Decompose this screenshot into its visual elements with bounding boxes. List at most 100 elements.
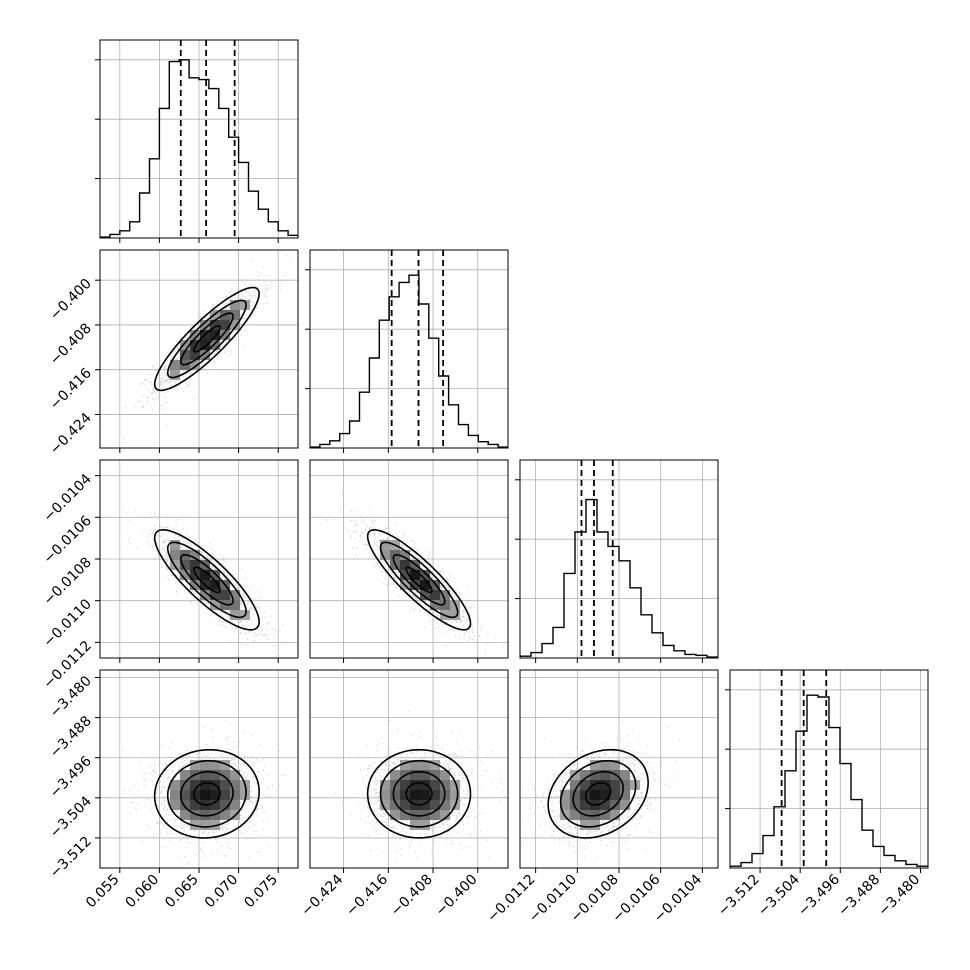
density-cell xyxy=(230,300,240,310)
density-cell xyxy=(200,350,210,360)
x-tick-label: −0.400 xyxy=(433,872,481,920)
contour-3 xyxy=(366,528,472,631)
density-cell xyxy=(230,590,240,600)
density-cell xyxy=(180,810,190,820)
density-cell xyxy=(400,760,410,770)
density-cell xyxy=(620,780,630,790)
density-cell xyxy=(580,770,590,780)
scatter-panel-2-1 xyxy=(309,459,509,663)
density-cell xyxy=(380,800,390,810)
density-cell xyxy=(220,790,230,800)
density-cell xyxy=(590,790,600,800)
density-cell xyxy=(560,790,570,800)
density-cell xyxy=(570,790,580,800)
histogram-panel-1 xyxy=(305,249,509,453)
density-cell xyxy=(190,810,200,820)
scatter-layer xyxy=(326,494,505,658)
panel-frame xyxy=(309,459,509,659)
x-tick-label: −3.496 xyxy=(795,871,843,919)
x-tick-label: −0.416 xyxy=(343,871,391,919)
density-cell xyxy=(170,360,180,370)
scatter-panel-3-1: −0.424−0.416−0.408−0.400 xyxy=(298,669,509,920)
density-cell xyxy=(210,790,220,800)
density-cell xyxy=(190,580,200,590)
density-cell xyxy=(220,800,230,810)
density-cell xyxy=(430,580,440,590)
histogram-panel-0 xyxy=(95,39,299,243)
density-cell xyxy=(600,760,610,770)
contour-1 xyxy=(392,770,446,817)
x-tick-label: −3.504 xyxy=(755,871,803,919)
density-cell xyxy=(560,800,570,810)
density-cell xyxy=(220,770,230,780)
density-cell xyxy=(440,800,450,810)
density-cell xyxy=(180,350,190,360)
density-cell xyxy=(610,810,620,820)
density-cell xyxy=(400,560,410,570)
density-cell xyxy=(180,770,190,780)
x-tick-label: −3.480 xyxy=(875,872,923,920)
density-cell xyxy=(190,340,200,350)
density-cell xyxy=(440,600,450,610)
x-tick-label: 0.055 xyxy=(83,872,123,912)
density-cell xyxy=(180,800,190,810)
scatter-layer xyxy=(123,506,288,653)
contour-1 xyxy=(572,771,624,817)
scatter-points xyxy=(335,710,506,864)
density-cell xyxy=(210,330,220,340)
density-cell xyxy=(580,800,590,810)
scatter-layer xyxy=(335,710,506,864)
density-cell xyxy=(210,570,220,580)
density-cell xyxy=(200,780,210,790)
density-cell xyxy=(580,780,590,790)
density-cell xyxy=(230,310,240,320)
contour-2 xyxy=(166,541,247,619)
density-cell xyxy=(400,800,410,810)
scatter-panel-2-0: −0.0112−0.0110−0.0108−0.0106−0.0104 xyxy=(41,459,299,692)
density-cell xyxy=(430,590,440,600)
density-cell xyxy=(580,820,590,830)
contour-2 xyxy=(559,760,637,828)
contour-3 xyxy=(547,748,649,839)
density-cell xyxy=(190,780,200,790)
density-cell xyxy=(390,770,400,780)
scatter-points xyxy=(123,506,288,653)
density-cell xyxy=(210,340,220,350)
density-cell xyxy=(210,800,220,810)
scatter-panel-1-0: −0.424−0.416−0.408−0.400 xyxy=(47,249,299,458)
density-cell xyxy=(590,770,600,780)
y-tick-label: −3.512 xyxy=(47,833,95,881)
panel-frame xyxy=(309,249,509,449)
y-tick-label: −3.496 xyxy=(47,753,95,801)
histogram-panel-2 xyxy=(515,459,719,663)
density-cell xyxy=(180,560,190,570)
density-cell xyxy=(180,780,190,790)
density-cell xyxy=(200,340,210,350)
density-cell xyxy=(400,550,410,560)
x-tick-label: −0.424 xyxy=(298,871,346,919)
density-cell xyxy=(200,760,210,770)
density-cell xyxy=(170,800,180,810)
density-cell xyxy=(420,820,430,830)
density-cell xyxy=(200,590,210,600)
density-cell xyxy=(620,800,630,810)
contour-3 xyxy=(153,749,260,839)
contour-3 xyxy=(366,748,472,839)
density-cell xyxy=(390,790,400,800)
density-cell xyxy=(380,540,390,550)
density-cell xyxy=(610,760,620,770)
scatter-panel-3-2: −0.0112−0.0110−0.0108−0.0106−0.0104 xyxy=(484,669,719,926)
density-cell xyxy=(420,760,430,770)
contour-1 xyxy=(392,553,446,606)
density-cell xyxy=(610,780,620,790)
density-cell xyxy=(190,800,200,810)
density-cell xyxy=(400,790,410,800)
density-cell xyxy=(230,600,240,610)
density-cell xyxy=(170,790,180,800)
density-cell xyxy=(620,790,630,800)
density-cell xyxy=(420,590,430,600)
density-cell xyxy=(410,790,420,800)
contour-0 xyxy=(405,566,433,594)
density-cell xyxy=(430,600,440,610)
density-cell xyxy=(410,820,420,830)
